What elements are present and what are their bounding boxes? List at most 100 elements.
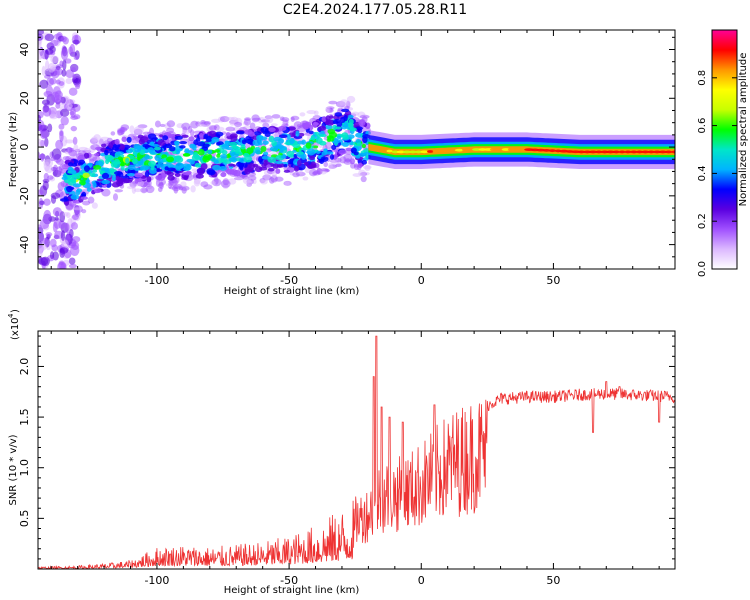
heatmap-blob <box>303 161 309 166</box>
heatmap-blob <box>329 154 335 160</box>
heatmap-halo <box>168 180 174 187</box>
heatmap-blob <box>278 134 288 139</box>
heatmap-blob <box>195 173 204 179</box>
heatmap-noise <box>50 195 57 204</box>
heatmap-blob <box>174 135 183 140</box>
heatmap-blob <box>286 150 295 157</box>
heatmap-blob <box>157 160 163 165</box>
heatmap-halo <box>225 126 236 132</box>
heatmap-core <box>391 150 400 154</box>
heatmap-noise <box>38 257 49 266</box>
heatmap-blob <box>66 175 75 182</box>
plot1-xtick-label: -50 <box>280 274 298 287</box>
heatmap-halo <box>114 189 124 193</box>
plot2-xtick-label: 50 <box>546 574 560 587</box>
heatmap-blob <box>346 114 354 119</box>
heatmap-blob <box>283 169 291 173</box>
heatmap-blob <box>252 139 261 147</box>
heatmap-halo <box>181 122 191 131</box>
heatmap-blob <box>297 154 305 158</box>
heatmap-blob <box>268 127 276 132</box>
heatmap-blob <box>261 155 270 160</box>
heatmap-halo <box>252 117 262 121</box>
heatmap-halo <box>145 185 155 194</box>
heatmap-noise <box>64 222 70 234</box>
heatmap-blob <box>134 172 144 178</box>
heatmap-noise <box>65 103 73 109</box>
heatmap-halo <box>220 179 231 188</box>
heatmap-blob <box>286 134 291 140</box>
heatmap-blob <box>362 136 368 144</box>
heatmap-blob <box>229 133 238 139</box>
heatmap-blob <box>256 135 264 141</box>
heatmap-halo <box>326 142 333 148</box>
heatmap-halo <box>91 202 98 209</box>
heatmap-halo <box>351 111 360 116</box>
heatmap-blob <box>89 172 96 177</box>
heatmap-noise <box>64 58 72 64</box>
plot1-frame <box>37 29 676 270</box>
heatmap-blob <box>296 159 302 167</box>
heatmap-noise <box>45 85 54 97</box>
plot1-ytick-label: 0 <box>18 144 31 151</box>
heatmap-noise <box>39 218 50 230</box>
heatmap-blob <box>306 148 316 156</box>
heatmap-blob <box>357 128 363 134</box>
heatmap-blob <box>153 146 161 151</box>
heatmap-blob <box>216 142 221 146</box>
heatmap-halo <box>210 180 216 185</box>
heatmap-core <box>454 148 464 152</box>
heatmap-blob <box>171 133 176 141</box>
heatmap-blob <box>207 149 213 155</box>
heatmap-halo <box>173 186 179 194</box>
heatmap-blob <box>248 162 256 170</box>
heatmap-halo <box>224 116 235 121</box>
heatmap-halo <box>234 121 243 127</box>
heatmap-blob <box>93 188 102 194</box>
heatmap-blob <box>175 156 184 163</box>
plot2-ylabel: SNR (10 * v/v) <box>8 434 19 505</box>
heatmap-blob <box>353 151 359 156</box>
colorbar-label: Normalized spectral amplitude <box>738 53 749 207</box>
plot1-ytick-label: -20 <box>18 187 31 205</box>
heatmap-blob <box>244 168 253 173</box>
heatmap-blob <box>278 125 287 132</box>
heatmap-blob <box>315 150 321 154</box>
heatmap-blob <box>101 172 110 180</box>
heatmap-blob <box>262 140 269 145</box>
heatmap-core <box>409 150 417 154</box>
heatmap-noise <box>59 130 64 143</box>
heatmap-halo <box>154 120 161 128</box>
heatmap-blob <box>75 189 81 196</box>
heatmap-blob <box>169 146 176 152</box>
heatmap-noise <box>40 153 45 162</box>
heatmap-blob <box>144 154 150 160</box>
heatmap-blob <box>193 139 198 146</box>
heatmap-blob <box>80 196 88 200</box>
heatmap-noise <box>43 209 52 222</box>
heatmap-noise <box>61 69 67 77</box>
heatmap-blob <box>200 163 208 170</box>
heatmap-blob <box>260 145 267 153</box>
heatmap-blob <box>182 167 191 171</box>
heatmap-blob <box>82 172 90 178</box>
heatmap-blob <box>231 144 237 149</box>
heatmap-blob <box>224 140 231 145</box>
heatmap-blob <box>114 171 123 176</box>
heatmap-core <box>618 150 626 154</box>
heatmap-blob <box>213 159 219 165</box>
heatmap-blob <box>81 191 87 198</box>
heatmap-blob <box>240 144 246 150</box>
heatmap-noise <box>70 222 78 230</box>
heatmap-blob <box>61 176 68 181</box>
heatmap-noise <box>47 123 53 133</box>
heatmap-blob <box>179 145 186 149</box>
heatmap-blob <box>297 140 305 145</box>
heatmap-halo <box>360 175 367 183</box>
heatmap-blob <box>359 152 366 157</box>
plot2-xtick-label: -100 <box>144 574 169 587</box>
heatmap-blob <box>343 114 348 122</box>
heatmap-noise <box>55 79 61 85</box>
heatmap-blob <box>238 165 244 170</box>
heatmap-halo <box>180 181 187 188</box>
